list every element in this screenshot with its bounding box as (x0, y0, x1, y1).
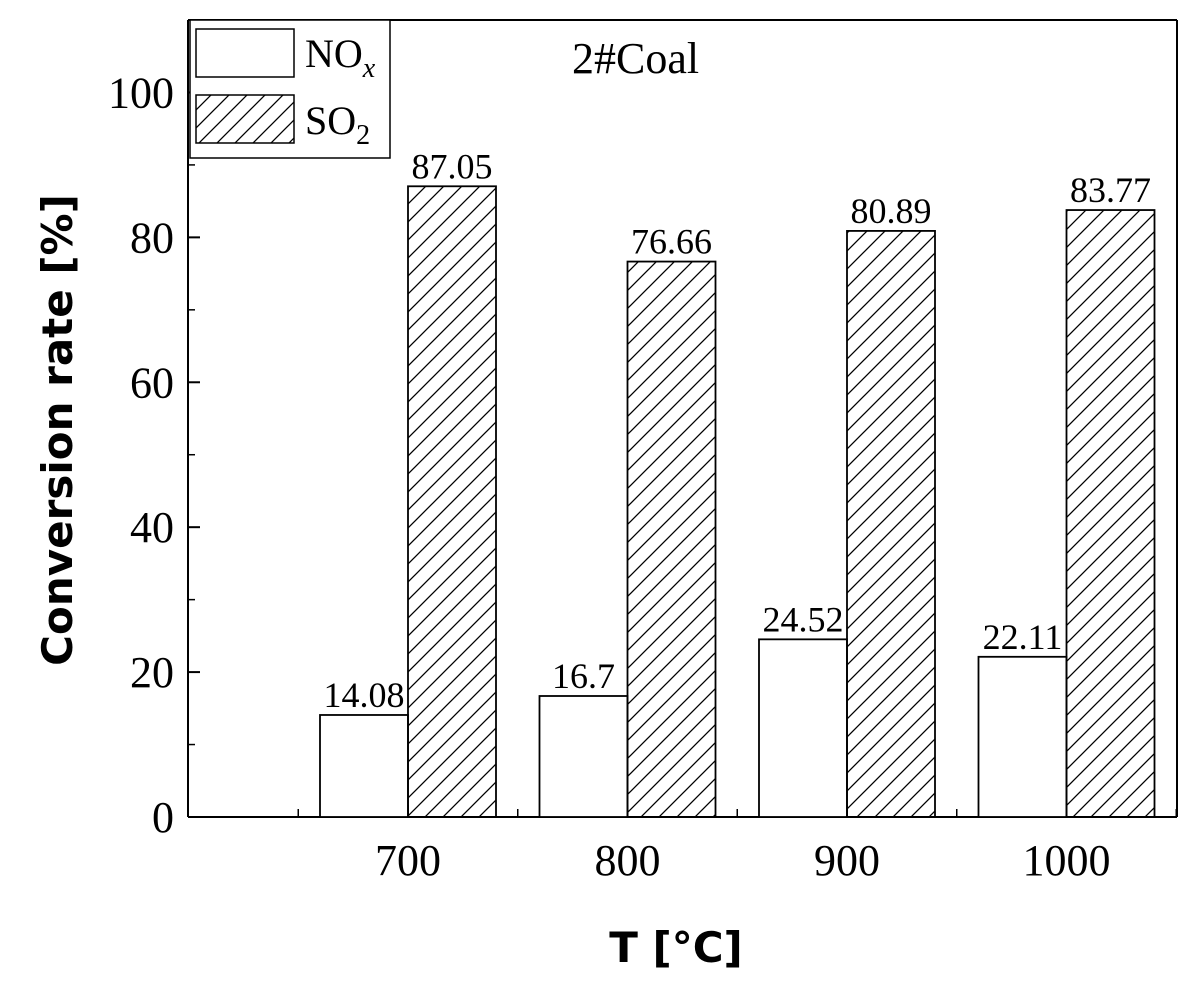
data-label-nox-800: 16.7 (552, 656, 615, 696)
y-tick-label: 20 (130, 648, 174, 697)
x-axis-label: T [°C] (609, 923, 743, 972)
data-label-nox-900: 24.52 (763, 599, 844, 639)
x-tick-label: 1000 (1023, 836, 1111, 885)
y-axis-label: Conversion rate [%] (33, 194, 82, 666)
bar-so2-1000 (1065, 209, 1156, 818)
y-tick-label: 80 (130, 213, 174, 262)
chart-title: 2#Coal (572, 34, 699, 83)
data-label-so2-900: 80.89 (851, 191, 932, 231)
bar-so2-900 (846, 230, 936, 818)
y-tick-label: 0 (152, 793, 174, 842)
bar-nox-900 (758, 638, 848, 818)
bar-nox-700 (319, 714, 409, 818)
bar-so2-800 (626, 260, 717, 818)
legend-label-so2-sub: 2 (356, 120, 370, 151)
bar-nox-1000 (977, 655, 1068, 818)
bar-nox-800 (538, 695, 629, 818)
data-labels: 14.08 87.05 16.7 76.66 24.52 80.89 22.11 83.77 (324, 146, 1152, 715)
legend-label-so2: SO2 (305, 98, 370, 151)
y-tick-label: 60 (130, 358, 174, 407)
legend-label-nox-main: NO (305, 31, 363, 76)
y-tick-label: 100 (108, 68, 174, 117)
x-tick-label: 800 (595, 836, 661, 885)
bars (319, 185, 1156, 818)
legend-label-so2-main: SO (305, 98, 356, 143)
legend-label-nox-sub: x (362, 53, 376, 84)
data-label-nox-1000: 22.11 (983, 617, 1063, 657)
data-label-nox-700: 14.08 (324, 675, 405, 715)
bar-so2-700 (407, 185, 497, 818)
data-label-so2-800: 76.66 (631, 222, 712, 262)
y-tick-label: 40 (130, 503, 174, 552)
legend: NOx SO2 (189, 19, 391, 159)
data-label-so2-1000: 83.77 (1070, 170, 1151, 210)
legend-swatch-so2 (195, 94, 295, 144)
x-tick-label: 700 (375, 836, 441, 885)
legend-label-nox: NOx (305, 31, 376, 84)
x-tick-label: 900 (814, 836, 880, 885)
axes: 0 20 40 60 80 100 700 800 900 1000 (108, 19, 1178, 885)
legend-swatch-nox (195, 28, 295, 78)
data-label-so2-700: 87.05 (412, 146, 493, 186)
